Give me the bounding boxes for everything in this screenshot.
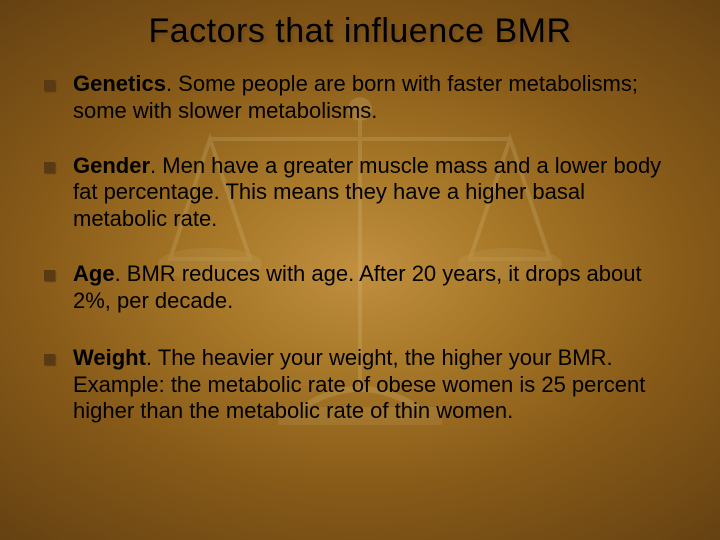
bullet-list: Genetics. Some people are born with fast… [40,71,680,425]
square-bullet-icon [44,162,55,173]
square-bullet-icon [44,270,55,281]
bullet-text: Age. BMR reduces with age. After 20 year… [73,261,680,315]
bullet-text: Gender. Men have a greater muscle mass a… [73,153,680,233]
list-item: Genetics. Some people are born with fast… [44,71,680,125]
square-bullet-icon [44,80,55,91]
bullet-text: Weight. The heavier your weight, the hig… [73,345,680,425]
list-item: Weight. The heavier your weight, the hig… [44,345,680,425]
list-item: Gender. Men have a greater muscle mass a… [44,153,680,233]
list-item: Age. BMR reduces with age. After 20 year… [44,261,680,315]
square-bullet-icon [44,354,55,365]
bullet-text: Genetics. Some people are born with fast… [73,71,680,125]
slide-title: Factors that influence BMR [40,12,680,51]
slide: Factors that influence BMR Genetics. Som… [0,0,720,540]
